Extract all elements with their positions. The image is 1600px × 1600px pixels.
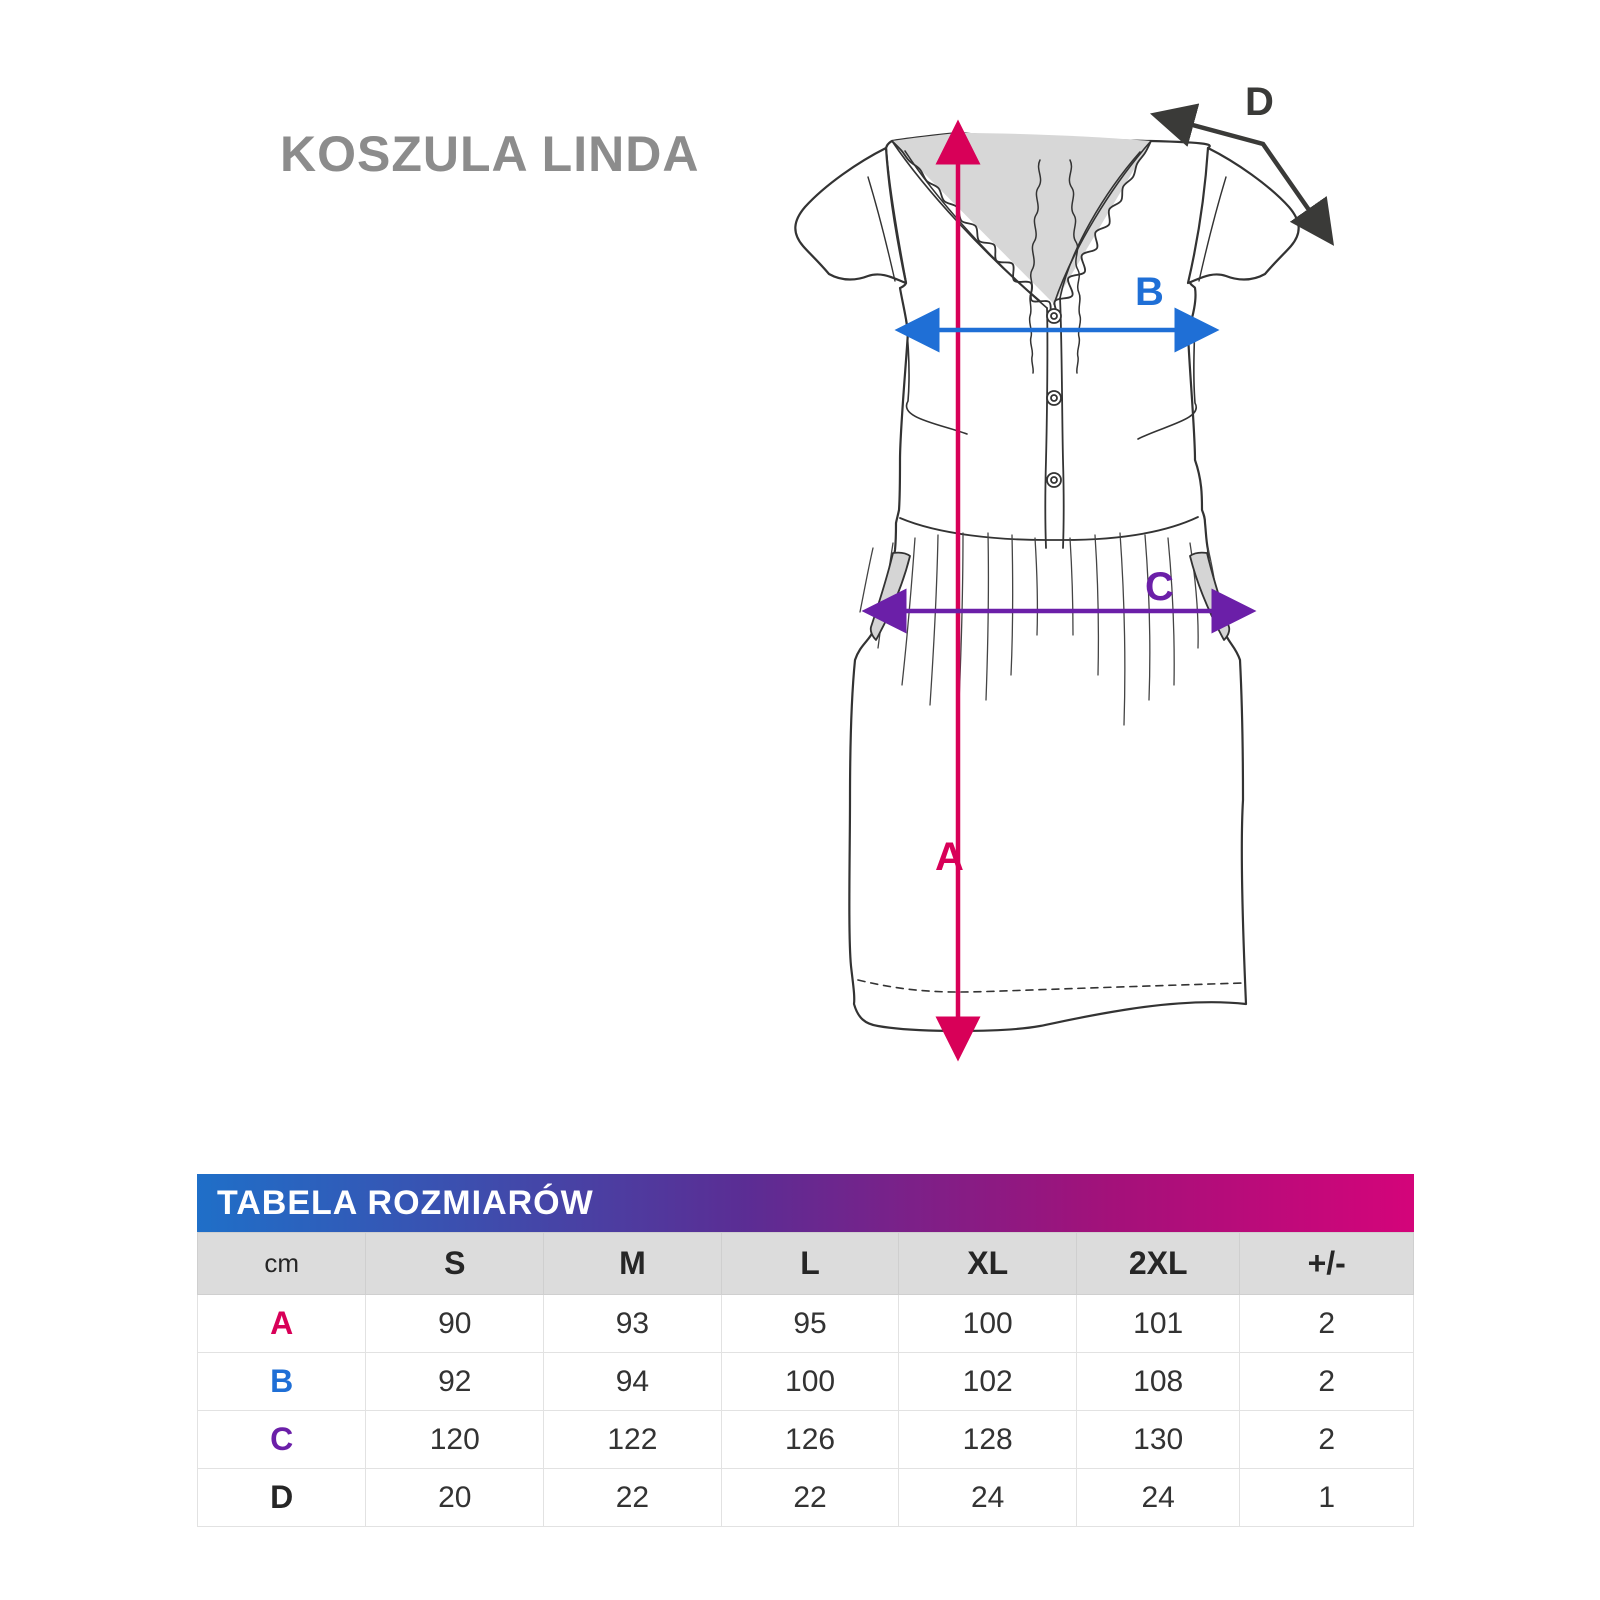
svg-text:D: D <box>1245 80 1274 124</box>
svg-text:A: A <box>935 835 964 879</box>
svg-text:C: C <box>1145 565 1174 609</box>
svg-text:B: B <box>1135 270 1164 314</box>
